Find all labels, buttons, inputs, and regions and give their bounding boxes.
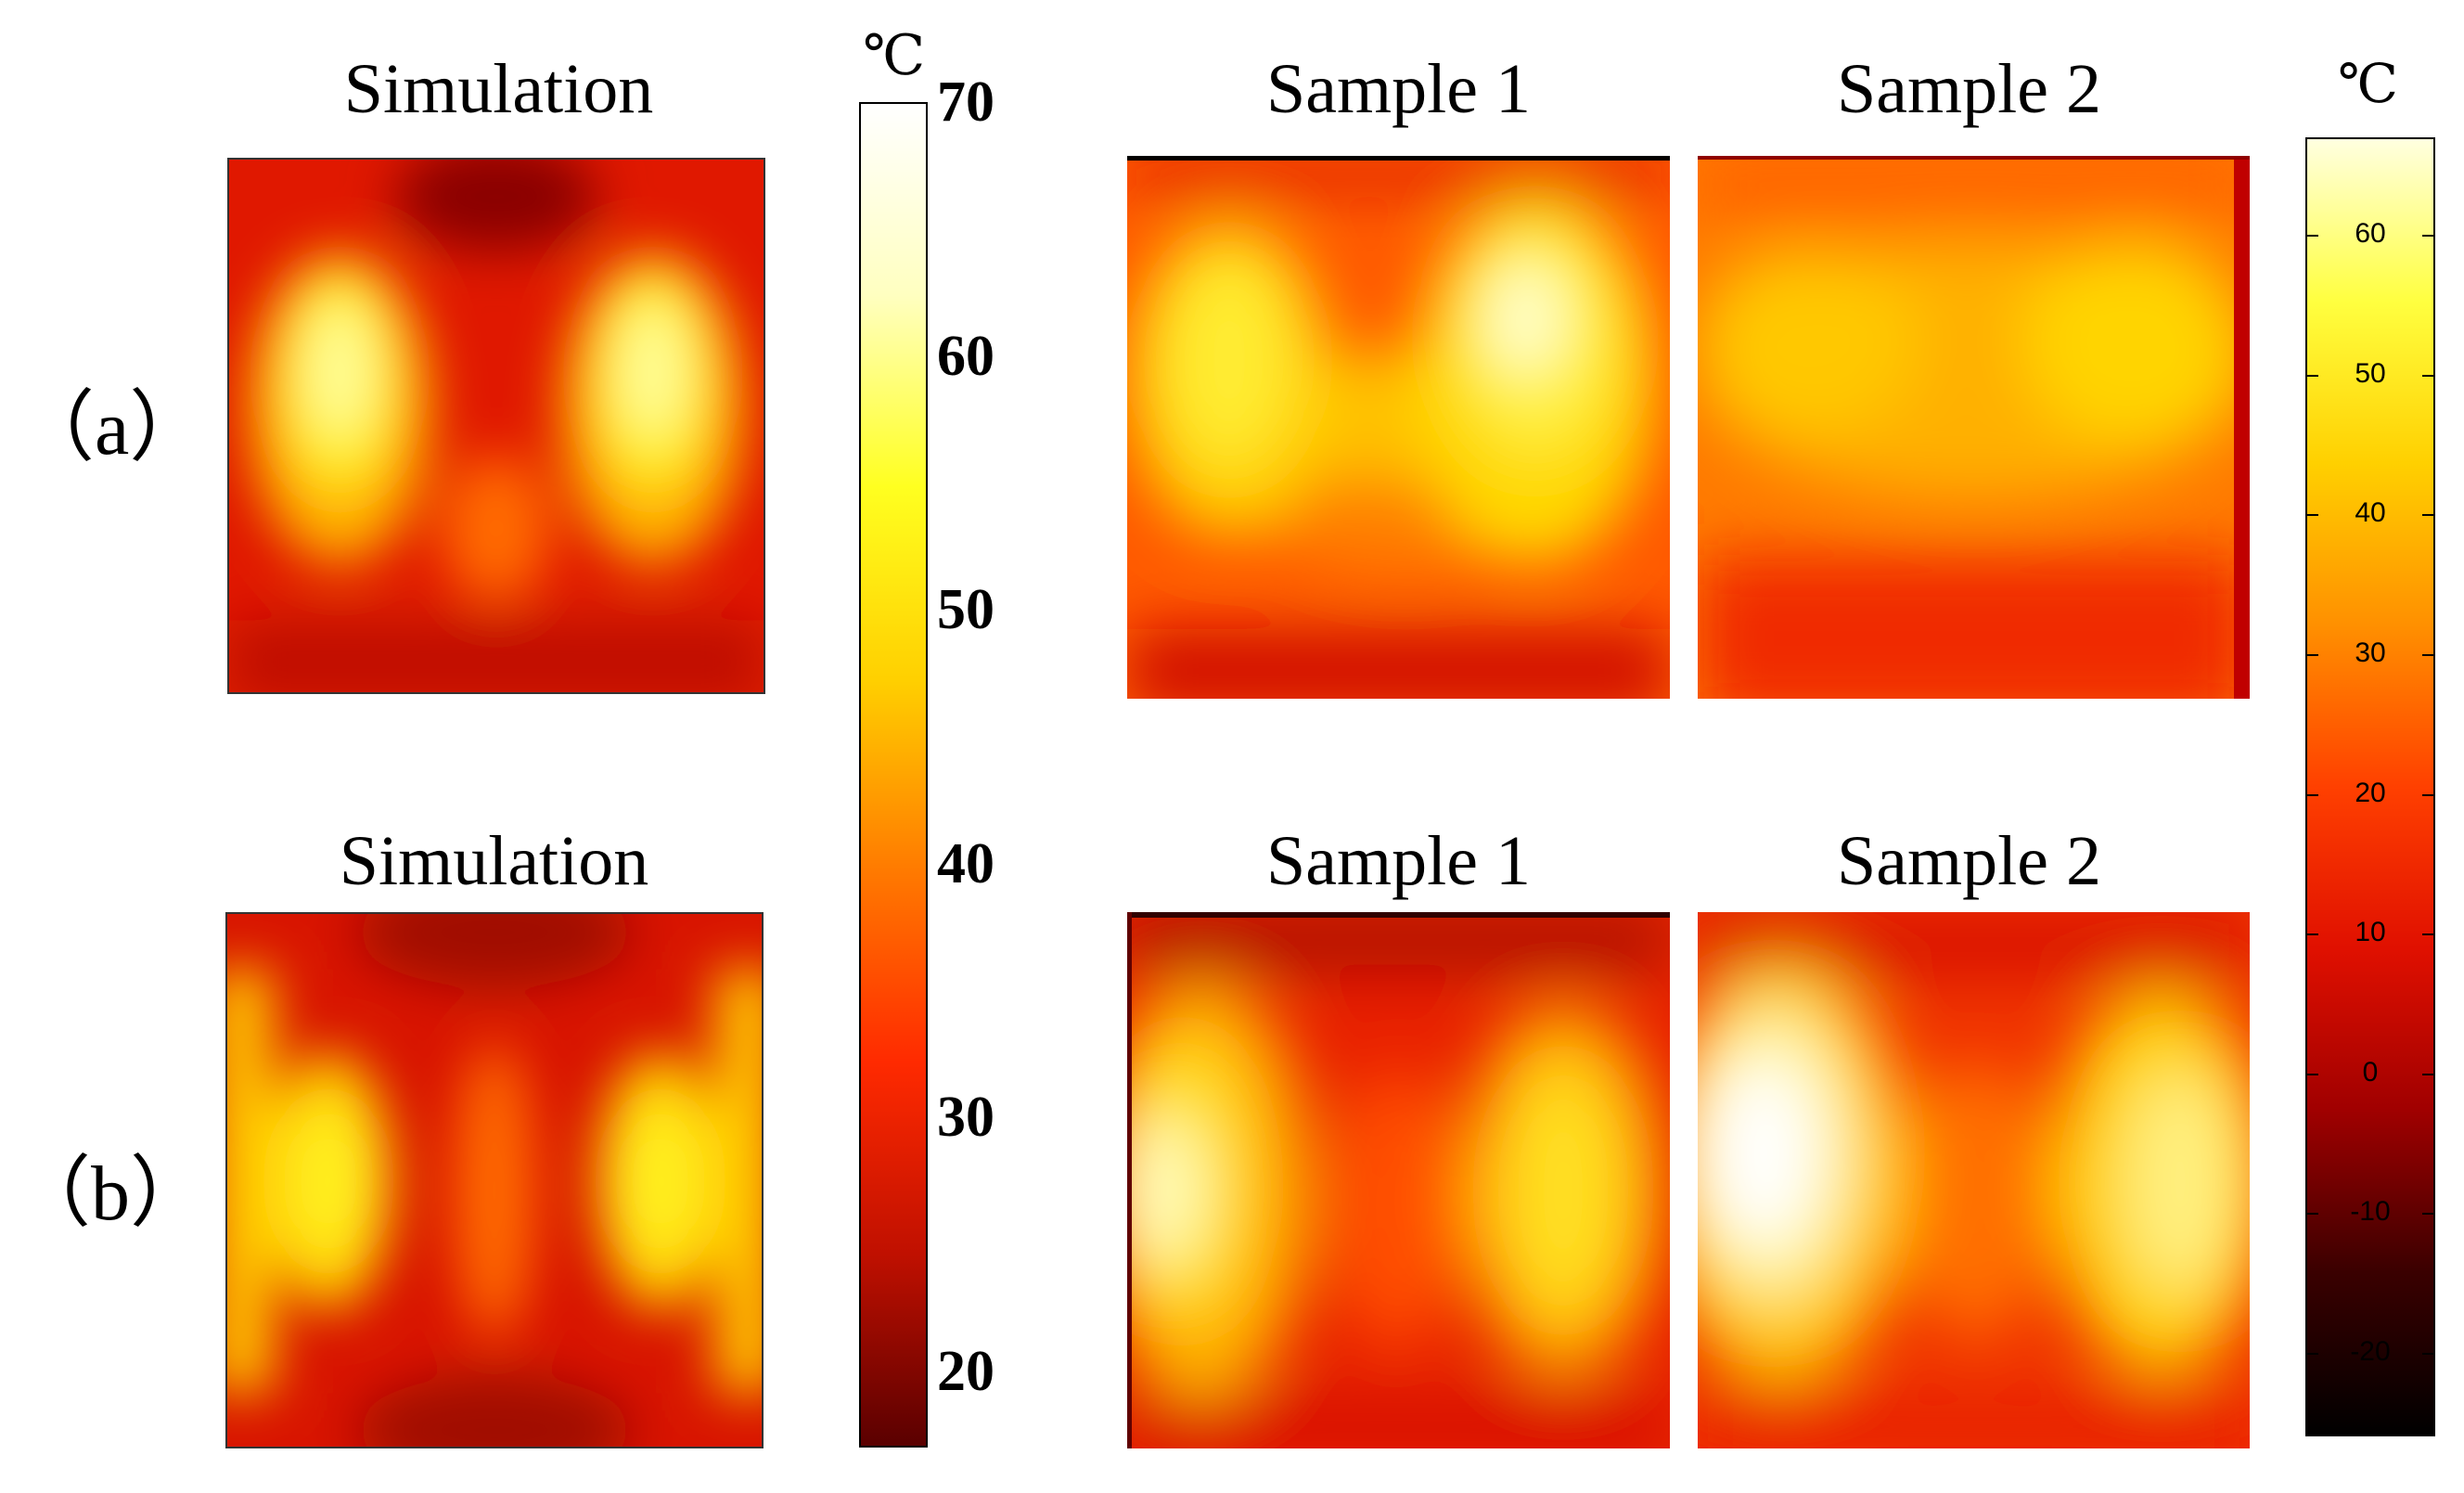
colorbar-simulation-tick-label: 30 — [937, 1086, 995, 1150]
heatmap-sample1-b — [1127, 912, 1670, 1448]
colorbar-experiment-tick-mark — [2305, 374, 2318, 377]
heatmap-sample1-a — [1127, 156, 1670, 699]
colorbar-simulation — [859, 102, 928, 1448]
colorbar-experiment-tick-mark — [2305, 1352, 2318, 1355]
colorbar-simulation-unit: ℃ — [863, 25, 926, 86]
colorbar-simulation-ticks: 70 60 50 40 30 20 — [937, 73, 1048, 1448]
row-label-b: （b） — [13, 1151, 209, 1237]
colorbar-simulation-tick-label: 70 — [937, 71, 995, 134]
colorbar-experiment-tick-mark — [2422, 933, 2435, 936]
colorbar-experiment — [2305, 137, 2435, 1436]
colorbar-simulation-tick-label: 50 — [937, 578, 995, 642]
row-a-sample2-title: Sample 2 — [1837, 50, 2101, 128]
heatmap-simulation-a — [227, 158, 765, 694]
colorbar-experiment-tick-label: 10 — [2355, 917, 2386, 948]
colorbar-experiment-tick-mark — [2305, 1073, 2318, 1075]
colorbar-experiment-unit: ℃ — [2338, 54, 2398, 114]
colorbar-experiment-tick-label: -10 — [2350, 1196, 2391, 1228]
colorbar-experiment-tick-mark — [2422, 235, 2435, 238]
colorbar-experiment-tick-mark — [2305, 933, 2318, 936]
colorbar-experiment-tick-mark — [2422, 514, 2435, 517]
row-a-sample1-title: Sample 1 — [1266, 50, 1531, 128]
colorbar-experiment-tick-label: 50 — [2355, 357, 2386, 389]
colorbar-experiment-tick-mark — [2422, 1213, 2435, 1216]
row-a-simulation-title: Simulation — [343, 50, 654, 128]
colorbar-simulation-tick-label: 40 — [937, 831, 995, 895]
colorbar-experiment-tick-mark — [2305, 514, 2318, 517]
colorbar-simulation-tick-label: 60 — [937, 324, 995, 388]
colorbar-experiment-ticks: 60 50 40 30 20 10 0 -10 -20 — [2305, 137, 2435, 1436]
colorbar-experiment-tick-mark — [2422, 793, 2435, 796]
colorbar-experiment-tick-mark — [2305, 653, 2318, 656]
colorbar-experiment-tick-mark — [2305, 235, 2318, 238]
colorbar-experiment-tick-label: -20 — [2350, 1335, 2391, 1367]
colorbar-experiment-tick-mark — [2422, 374, 2435, 377]
colorbar-experiment-tick-label: 0 — [2362, 1056, 2379, 1088]
colorbar-experiment-tick-mark — [2305, 793, 2318, 796]
heatmap-simulation-b — [225, 912, 764, 1448]
heatmap-sample2-b — [1698, 912, 2250, 1448]
colorbar-experiment-tick-mark — [2422, 653, 2435, 656]
row-b-sample2-title: Sample 2 — [1837, 822, 2101, 900]
colorbar-experiment-tick-label: 20 — [2355, 777, 2386, 808]
colorbar-experiment-tick-mark — [2422, 1352, 2435, 1355]
row-b-simulation-title: Simulation — [339, 822, 649, 900]
heatmap-sample2-a — [1698, 156, 2250, 699]
row-label-a: （a） — [17, 385, 208, 471]
colorbar-experiment-tick-mark — [2422, 1073, 2435, 1075]
colorbar-experiment-tick-mark — [2305, 1213, 2318, 1216]
colorbar-experiment-tick-label: 30 — [2355, 637, 2386, 668]
colorbar-simulation-tick-label: 20 — [937, 1339, 995, 1403]
row-b-sample1-title: Sample 1 — [1266, 822, 1531, 900]
colorbar-experiment-tick-label: 60 — [2355, 218, 2386, 250]
colorbar-experiment-tick-label: 40 — [2355, 497, 2386, 529]
